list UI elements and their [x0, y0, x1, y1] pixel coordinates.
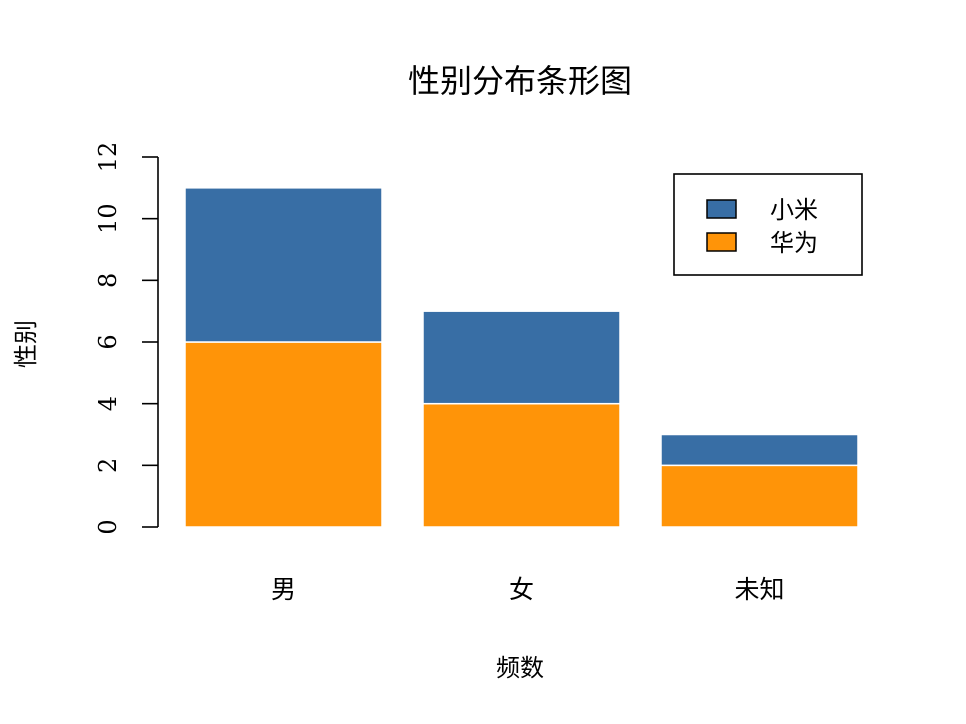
- bar-1-1: [422, 310, 621, 405]
- chart-title: 性别分布条形图: [408, 62, 632, 100]
- bar-2-1: [660, 433, 859, 467]
- x-axis-label: 频数: [496, 654, 544, 682]
- legend-label: 小米: [770, 196, 818, 224]
- legend-label: 华为: [770, 229, 818, 257]
- bar-0-0: [184, 341, 383, 528]
- x-category-label: 男: [271, 575, 296, 604]
- y-axis-label: 性别: [12, 320, 40, 368]
- y-tick-label: 4: [94, 396, 122, 411]
- x-category-label: 女: [509, 575, 534, 604]
- y-tick-label: 10: [94, 203, 122, 234]
- legend-swatch: [706, 232, 737, 252]
- y-axis: 0 2 4 6 8 10 12: [94, 142, 159, 535]
- y-tick-label: 12: [94, 142, 122, 173]
- bar-1-0: [422, 402, 621, 528]
- x-category-labels: 男 女 未知: [271, 575, 785, 604]
- y-tick-label: 8: [94, 273, 122, 288]
- bar-2-0: [660, 464, 859, 528]
- legend-swatch: [706, 199, 737, 219]
- y-tick-label: 6: [94, 334, 122, 349]
- x-category-label: 未知: [734, 575, 784, 604]
- legend-box: [673, 173, 863, 276]
- bar-0-1: [184, 187, 383, 343]
- y-tick-label: 0: [94, 519, 122, 534]
- bars-group: [184, 187, 859, 528]
- y-tick-label: 2: [94, 458, 122, 473]
